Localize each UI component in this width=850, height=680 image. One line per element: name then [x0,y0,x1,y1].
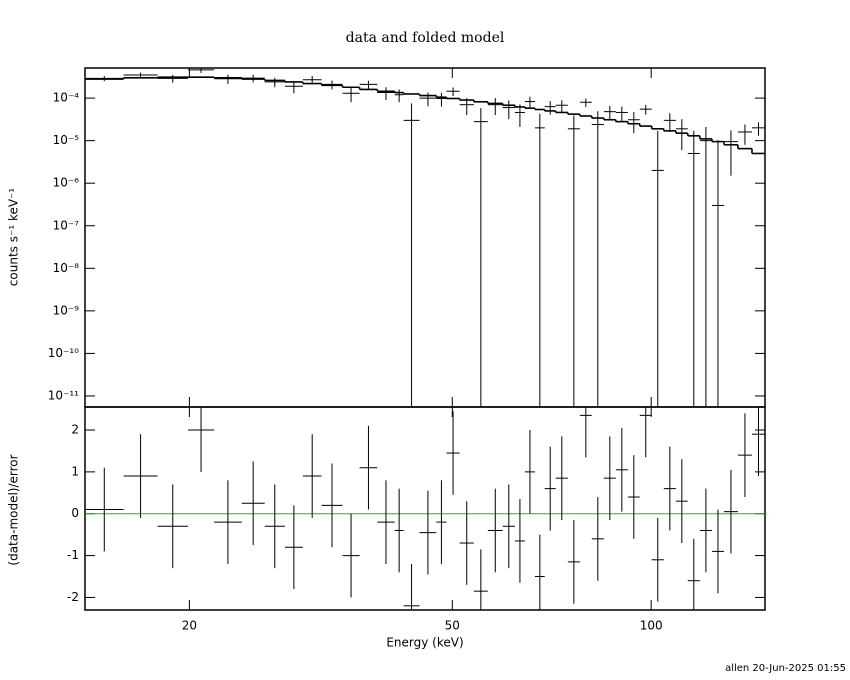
chart-title: data and folded model [346,30,505,46]
y-tick-label: 2 [71,423,79,437]
y-tick-label: 10⁻⁷ [53,218,80,232]
footer: allen 20-Jun-2025 01:55 [725,663,846,674]
y-tick-label: 10⁻⁵ [53,133,80,147]
y-tick-label: 1 [71,464,79,478]
x-tick-label: 50 [445,619,460,633]
y-tick-label: 10⁻¹¹ [48,388,79,402]
panel-frame [84,67,766,408]
y-axis-label: (data-model)/error [7,454,21,565]
y-axis-label: counts s⁻¹ keV⁻¹ [7,188,21,287]
y-tick-label: 10⁻⁸ [53,261,80,275]
panel-frame [84,406,766,611]
y-tick-label: 10⁻⁹ [53,303,80,317]
x-tick-label: 100 [640,619,663,633]
y-tick-label: -2 [67,590,79,604]
y-tick-label: 10⁻⁶ [53,176,80,190]
y-tick-label: 0 [71,506,79,520]
x-tick-label: 20 [182,619,197,633]
x-axis-label: Energy (keV) [386,636,463,650]
y-tick-label: -1 [67,548,79,562]
y-tick-label: 10⁻¹⁰ [48,346,79,360]
y-tick-label: 10⁻⁴ [53,91,80,105]
